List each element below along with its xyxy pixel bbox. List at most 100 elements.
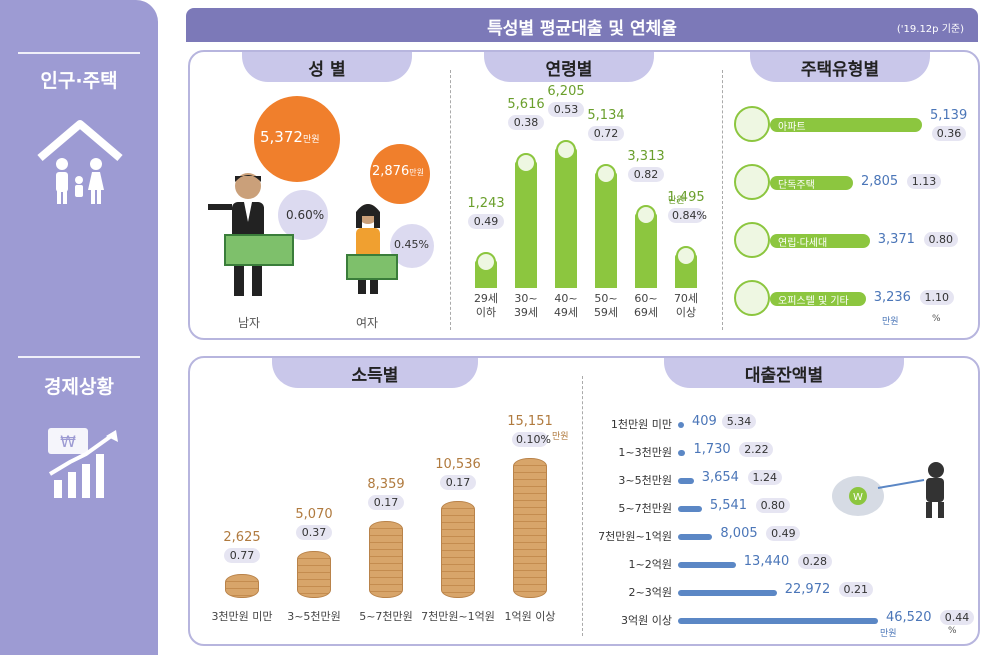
age-bar (595, 172, 617, 288)
age-loan-value: 5,134 (587, 108, 625, 124)
age-label: 29세 이하 (473, 292, 499, 319)
housing-loan-value: 3,371 (877, 232, 915, 247)
housing-rate-unit: % (932, 314, 941, 324)
male-loan-bubble (254, 96, 340, 182)
balance-loan-value: 13,440 (743, 554, 790, 569)
housing-type-icon (734, 222, 770, 258)
balance-rate-value: 1.24 (747, 470, 782, 485)
sidebar-section-economy: 경제상황 (44, 376, 114, 398)
income-coin-stack (369, 520, 403, 598)
age-loan-value: 1,495 (667, 190, 705, 206)
balance-rate-value: 5.34 (722, 414, 756, 429)
income-label: 5~7천만원 (359, 610, 413, 623)
housing-rate-value: 0.80 (923, 232, 958, 247)
age-bar (555, 148, 577, 288)
gender-tab-title: 성 별 (242, 52, 412, 82)
svg-text:₩: ₩ (60, 432, 76, 451)
housing-rate-value: 0.36 (932, 126, 966, 141)
balance-label: 3억원 이상 (621, 614, 672, 627)
age-loan-value: 1,243 (467, 195, 505, 211)
age-loan-value: 5,616 (507, 97, 545, 113)
age-tab-title: 연령별 (484, 52, 654, 82)
housing-bar (770, 234, 870, 248)
money-bill-icon (224, 234, 294, 266)
female-loan-value: 2,876만원 (372, 164, 424, 179)
age-label: 30~ 39세 (513, 292, 539, 319)
income-rate-value: 0.17 (368, 494, 404, 510)
age-unit-label: 만원 (668, 196, 685, 206)
housing-tab-title: 주택유형별 (750, 52, 930, 82)
balance-loan-unit: 만원 (880, 629, 897, 639)
age-rate-value: 0.38 (508, 115, 544, 131)
housing-type-icon (734, 106, 770, 142)
balance-rate-value: 0.44 (940, 610, 974, 625)
age-label: 60~ 69세 (633, 292, 659, 319)
balance-loan-value: 3,654 (701, 470, 739, 485)
balance-bar (678, 534, 713, 540)
balance-label: 7천만원~1억원 (598, 530, 672, 543)
income-coin-stack (297, 551, 331, 598)
female-loan-bubble (370, 144, 430, 204)
won-growth-chart-icon: ₩ (48, 428, 118, 498)
balance-rate-value: 2.22 (739, 442, 774, 457)
person-icon (556, 140, 576, 160)
balance-loan-value: 409 (692, 414, 717, 429)
bottom-panel: 소득별 대출잔액별 2,625 0.77 3천만원 미만 5,070 0.37 3~5천만… (188, 356, 980, 646)
svg-text:W: W (853, 492, 863, 503)
person-icon (596, 164, 616, 185)
balance-rate-unit: % (948, 626, 957, 636)
income-rate-value: 0.77 (224, 547, 260, 563)
money-bag-thief-icon: W (832, 462, 944, 518)
balance-rate-value: 0.49 (766, 526, 801, 541)
top-panel: 성 별 연령별 주택유형별 5,372만원 0.60% 남자 2,876만원 0… (188, 50, 980, 340)
family-house-icon (37, 120, 123, 204)
income-coin-stack (441, 500, 475, 598)
balance-bar (678, 450, 686, 456)
housing-rate-value: 1.13 (906, 174, 941, 189)
housing-loan-value: 2,805 (860, 174, 899, 189)
income-coin-stack (225, 573, 259, 598)
income-loan-value: 10,536 (435, 456, 481, 472)
income-loan-value: 8,359 (367, 476, 405, 492)
age-rate-value: 0.82 (628, 167, 664, 183)
age-loan-value: 6,205 (547, 84, 585, 99)
balance-rate-value: 0.80 (755, 498, 790, 513)
housing-bar (770, 176, 853, 190)
income-rate-value: 0.37 (296, 525, 332, 541)
housing-label: 단독주택 (778, 180, 815, 191)
female-rate-value: 0.45% (394, 238, 429, 251)
balance-loan-value: 1,730 (693, 442, 731, 457)
balance-label: 3~5천만원 (618, 474, 672, 487)
age-label: 40~ 49세 (553, 292, 579, 319)
income-loan-value: 15,151 (507, 414, 553, 429)
income-loan-value: 2,625 (223, 529, 261, 545)
balance-label: 1~2억원 (628, 558, 672, 571)
businesswoman-icon (356, 204, 380, 294)
housing-label: 연립·다세대 (778, 238, 828, 249)
housing-label: 오피스텔 및 기타 (778, 296, 849, 307)
panel-divider (450, 70, 451, 330)
housing-type-icon (734, 280, 770, 316)
page-title: 특성별 평균대출 및 연체율 (487, 19, 677, 39)
sidebar-divider (18, 356, 140, 358)
housing-bar (770, 292, 866, 306)
sidebar-section-population-housing: 인구·주택 (40, 70, 118, 92)
housing-rate-value: 1.10 (919, 290, 954, 305)
balance-bar (678, 506, 702, 512)
male-rate-value: 0.60% (286, 208, 325, 222)
age-rate-value: 0.53 (548, 102, 584, 117)
male-rate-bubble (278, 190, 328, 240)
age-loan-value: 3,313 (627, 149, 665, 165)
income-tab-title: 소득별 (272, 358, 478, 388)
age-bar (635, 213, 657, 288)
balance-label: 5~7천만원 (618, 502, 672, 515)
balance-rate-value: 0.28 (797, 554, 832, 569)
balance-bar (678, 590, 777, 596)
balance-label: 2~3억원 (628, 586, 672, 599)
income-label: 7천만원~1억원 (421, 610, 495, 623)
income-coin-stack (513, 458, 547, 598)
housing-loan-unit: 만원 (882, 317, 899, 327)
balance-loan-value: 5,541 (709, 498, 748, 513)
income-label: 3천만원 미만 (211, 610, 273, 623)
age-rate-value: 0.72 (588, 126, 624, 142)
